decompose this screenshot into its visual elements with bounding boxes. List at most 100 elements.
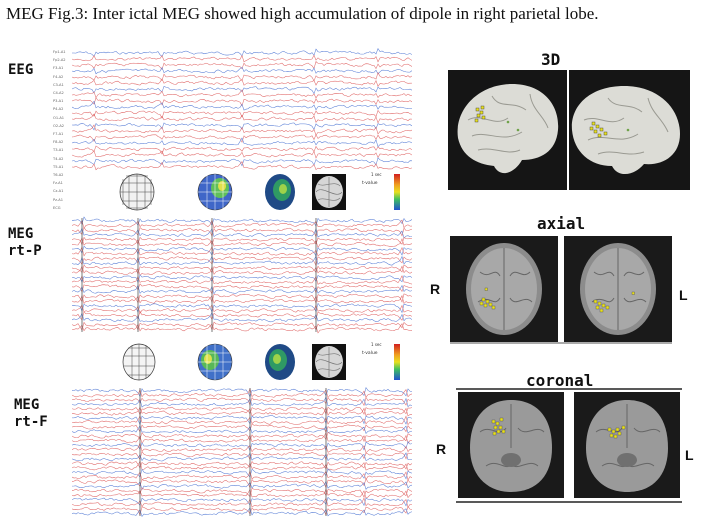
meg-f-label-line1: MEG [14,397,40,413]
eeg-channel-label: T4-A2 [53,156,64,161]
waveform-trace [72,160,412,171]
eeg-channel-label: ECG [53,205,61,210]
brain-3d-left-lateral [571,86,680,175]
meg-sensor-maps-top [119,173,400,211]
waveform-trace [72,302,412,314]
waveform-trace [72,505,412,516]
scale-bar-label-bottom: 1 sec [371,342,382,347]
waveform-trace [72,480,412,491]
right-marker-axial: R [430,281,441,297]
meg-rt-f-waveform-panel [72,386,412,517]
waveform-trace [72,255,412,266]
meg-f-label: MEG rt-F [14,397,48,431]
meg-rt-p-waveform-panel [72,216,412,334]
waveform-trace [72,452,412,462]
eeg-channel-label: C3-A1 [53,82,64,87]
eeg-channel-label: P3-A1 [53,99,64,104]
eeg-channel-label: O1-A1 [53,115,65,120]
eeg-channel-label: Fp2-A2 [53,58,66,63]
waveform-trace [72,109,412,119]
eeg-channel-label: F3-A1 [53,66,64,71]
waveform-trace [72,274,412,284]
waveform-trace [72,323,412,334]
eeg-channel-label: Cz-A1 [53,189,64,194]
eeg-channel-label: C4-A2 [53,91,64,96]
scale-bar-label-top: 1 sec [371,172,382,177]
eeg-channel-label: T6-A2 [53,173,64,178]
waveform-trace [72,415,412,426]
view-3d-label: 3D [541,50,561,69]
waveform-trace [72,488,412,499]
eeg-channel-label: F4-A2 [53,74,64,79]
waveform-trace [72,113,412,124]
waveform-trace [72,388,412,399]
brain-3d-renders [448,70,690,190]
eeg-channel-label: F7-A1 [53,132,64,137]
waveform-trace [72,425,412,434]
eeg-channel-label: T3-A1 [53,148,64,153]
waveform-trace [72,468,412,480]
brain-mri-thumbnail-bottom [312,344,346,380]
field-map-surface [265,174,295,210]
waveform-trace [72,478,412,489]
t-value-colorbar [394,174,400,210]
waveform-trace [72,265,412,276]
view-coronal-label: coronal [526,371,594,390]
meg-sensor-maps-bottom [122,343,400,381]
view-axial-label: axial [537,214,586,233]
eeg-channel-label: F8-A2 [53,140,64,145]
waveform-trace [72,321,412,331]
eeg-channel-label: O2-A2 [53,123,65,128]
waveform-trace [72,150,412,159]
axial-slice-2 [564,236,672,342]
waveform-trace [72,507,412,517]
waveform-trace [72,497,412,508]
brain-mri-thumbnail [312,174,346,210]
waveform-trace [72,386,412,398]
brain-coronal-slices [456,388,682,503]
eeg-channel-label: Fp1-A1 [53,50,66,54]
eeg-channel-labels: Fp1-A1 Fp2-A2 F3-A1 F4-A2 C3-A1 C4-A2 P3-A1 P4-… [53,48,73,212]
waveform-trace [72,60,412,70]
waveform-trace [72,85,412,95]
waveform-trace [72,66,412,75]
waveform-trace [72,226,412,237]
waveform-trace [72,432,412,445]
meg-p-label-line1: MEG [8,226,34,242]
coronal-slice-1 [458,392,564,498]
waveform-trace [72,283,412,295]
waveform-trace [72,304,412,314]
waveform-trace [72,137,412,148]
sensor-helmet-mesh [119,173,155,211]
left-marker-coronal: L [685,447,694,463]
t-value-colorbar-bottom [394,344,400,380]
waveform-trace [72,396,412,407]
waveform-trace [72,256,412,267]
waveform-trace [72,310,412,321]
right-marker-coronal: R [436,441,447,457]
waveform-trace [72,245,412,257]
eeg-label: EEG [8,62,34,78]
eeg-waveform-panel [72,48,412,171]
brain-3d-right-lateral [457,84,559,174]
t-value-label-top: t-value [362,181,378,186]
waveform-trace [72,294,412,305]
waveform-trace [72,145,412,155]
eeg-channel-label: P4-A2 [53,107,64,112]
waveform-trace [72,236,412,246]
field-map-blue-green-bottom [197,343,233,381]
waveform-trace [72,134,412,143]
left-marker-axial: L [679,287,688,303]
waveform-trace [72,78,412,87]
eeg-channel-label: Pz-A1 [53,197,64,202]
field-map-blue-green [197,173,233,211]
sensor-helmet-mesh-bottom [122,343,156,381]
waveform-trace [72,264,412,275]
waveform-trace [72,122,412,131]
coronal-slice-2 [574,392,680,498]
waveform-trace [72,441,412,452]
waveform-trace [72,284,412,295]
waveform-trace [72,219,412,229]
waveform-trace [72,97,412,107]
meg-p-label-line2: rt-P [8,243,42,259]
